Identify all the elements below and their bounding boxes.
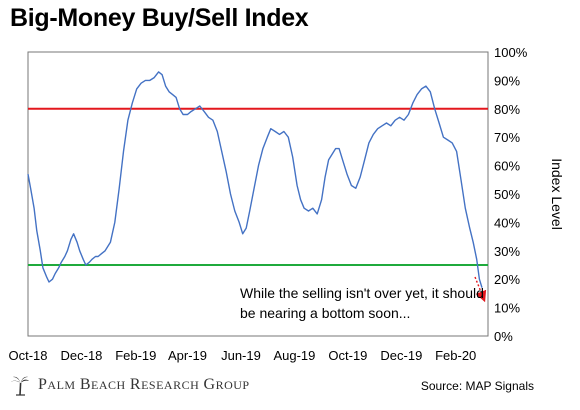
brand-name-text: PALM BEACH RESEARCH GROUP [38, 376, 250, 393]
y-tick-label: 80% [494, 102, 520, 117]
brand-name: PALM BEACH RESEARCH GROUP [38, 376, 250, 394]
x-tick-label: Oct-19 [328, 348, 367, 363]
y-axis-label: Index Level [549, 158, 565, 230]
x-tick-label: Dec-18 [61, 348, 103, 363]
annotation-arrow [474, 276, 487, 303]
index-series-line [27, 71, 483, 288]
source-note: Source: MAP Signals [420, 379, 534, 393]
x-tick-label: Feb-19 [115, 348, 156, 363]
x-tick-label: Feb-20 [435, 348, 476, 363]
chart-annotation: While the selling isn't over yet, it sho… [240, 285, 484, 321]
y-tick-label: 10% [494, 301, 520, 316]
x-tick-label: Oct-18 [8, 348, 47, 363]
y-tick-label: 70% [494, 130, 520, 145]
y-tick-label: 50% [494, 187, 520, 202]
y-tick-label: 90% [494, 73, 520, 88]
x-tick-label: Dec-19 [380, 348, 422, 363]
chart-title: Big-Money Buy/Sell Index [10, 4, 309, 32]
y-tick-label: 30% [494, 244, 520, 259]
plot-frame [27, 51, 489, 337]
y-tick-label: 60% [494, 159, 520, 174]
y-tick-label: 100% [494, 45, 528, 60]
x-tick-label: Jun-19 [221, 348, 261, 363]
brand-logo: PALM BEACH RESEARCH GROUP [8, 373, 250, 397]
palm-tree-icon [11, 376, 29, 396]
x-tick-label: Aug-19 [273, 348, 315, 363]
y-tick-label: 40% [494, 215, 520, 230]
y-tick-label: 0% [494, 329, 513, 344]
y-tick-label: 20% [494, 272, 520, 287]
x-tick-label: Apr-19 [168, 348, 207, 363]
